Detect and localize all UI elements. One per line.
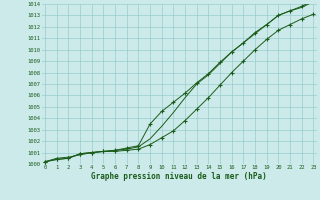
X-axis label: Graphe pression niveau de la mer (hPa): Graphe pression niveau de la mer (hPa) <box>91 172 267 181</box>
